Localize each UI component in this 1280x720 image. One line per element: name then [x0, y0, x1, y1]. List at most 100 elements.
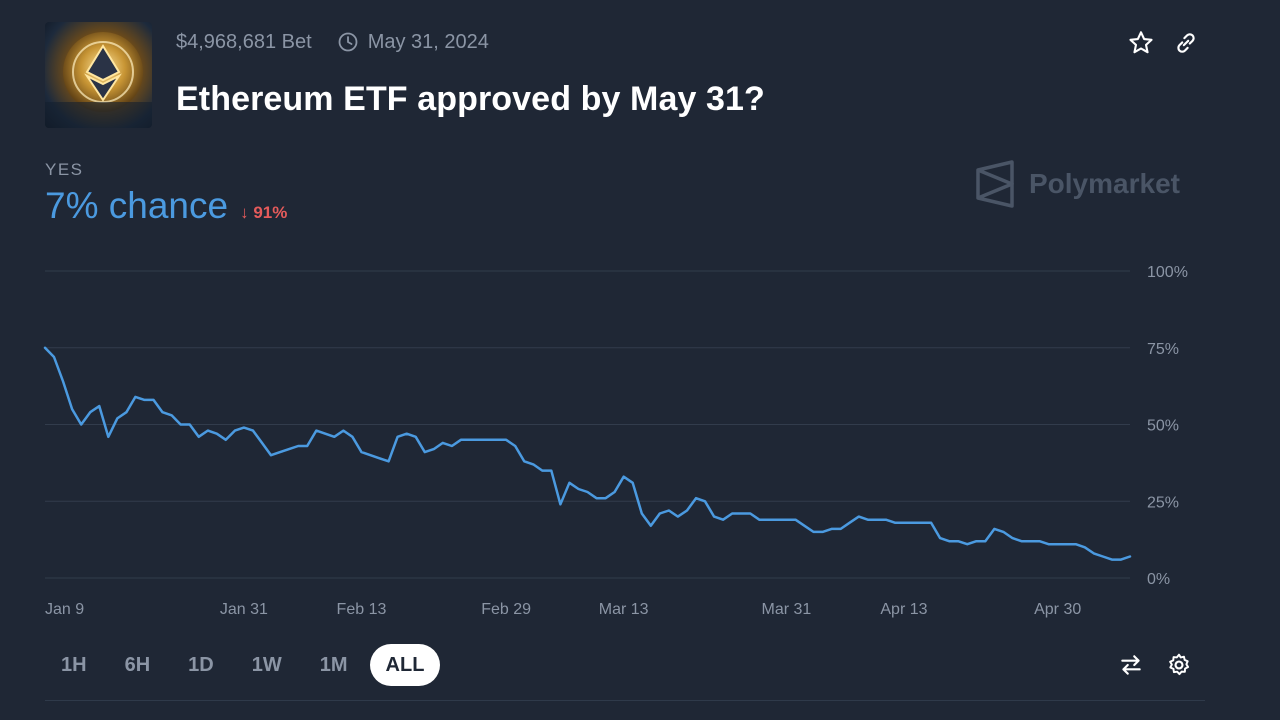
data-point[interactable] [105, 434, 111, 440]
data-point[interactable] [865, 517, 871, 523]
data-point[interactable] [1073, 541, 1079, 547]
data-point[interactable] [1046, 541, 1052, 547]
data-point[interactable] [476, 437, 482, 443]
data-point[interactable] [286, 446, 292, 452]
data-point[interactable] [621, 474, 627, 480]
data-point[interactable] [548, 468, 554, 474]
data-point[interactable] [1037, 538, 1043, 544]
data-point[interactable] [250, 428, 256, 434]
data-point[interactable] [458, 437, 464, 443]
data-point[interactable] [241, 425, 247, 431]
range-6h[interactable]: 6H [124, 653, 151, 676]
data-point[interactable] [160, 409, 166, 415]
data-point[interactable] [964, 541, 970, 547]
data-point[interactable] [829, 526, 835, 532]
data-point[interactable] [1127, 554, 1133, 560]
data-point[interactable] [187, 422, 193, 428]
data-point[interactable] [765, 517, 771, 523]
data-point[interactable] [87, 409, 93, 415]
data-point[interactable] [1118, 557, 1124, 563]
data-point[interactable] [648, 523, 654, 529]
data-point[interactable] [892, 520, 898, 526]
data-point[interactable] [60, 379, 66, 385]
gear-icon[interactable] [1164, 650, 1194, 680]
data-point[interactable] [756, 517, 762, 523]
data-point[interactable] [566, 480, 572, 486]
data-point[interactable] [612, 489, 618, 495]
data-point[interactable] [630, 480, 636, 486]
data-point[interactable] [919, 520, 925, 526]
data-point[interactable] [214, 431, 220, 437]
data-point[interactable] [720, 517, 726, 523]
data-point[interactable] [313, 428, 319, 434]
data-point[interactable] [928, 520, 934, 526]
data-point[interactable] [693, 495, 699, 501]
data-point[interactable] [874, 517, 880, 523]
data-point[interactable] [413, 434, 419, 440]
data-point[interactable] [1028, 538, 1034, 544]
data-point[interactable] [440, 440, 446, 446]
range-1d[interactable]: 1D [188, 653, 214, 676]
range-1h[interactable]: 1H [61, 653, 87, 676]
data-point[interactable] [114, 415, 120, 421]
data-point[interactable] [322, 431, 328, 437]
data-point[interactable] [142, 397, 148, 403]
data-point[interactable] [820, 529, 826, 535]
data-point[interactable] [883, 517, 889, 523]
data-point[interactable] [395, 434, 401, 440]
data-point[interactable] [521, 458, 527, 464]
data-point[interactable] [1000, 529, 1006, 535]
data-point[interactable] [132, 394, 138, 400]
data-point[interactable] [232, 428, 238, 434]
data-point[interactable] [295, 443, 301, 449]
data-point[interactable] [467, 437, 473, 443]
data-point[interactable] [793, 517, 799, 523]
data-point[interactable] [684, 508, 690, 514]
data-point[interactable] [277, 449, 283, 455]
data-point[interactable] [359, 449, 365, 455]
data-point[interactable] [349, 434, 355, 440]
data-point[interactable] [603, 495, 609, 501]
data-point[interactable] [973, 538, 979, 544]
data-point[interactable] [494, 437, 500, 443]
data-point[interactable] [982, 538, 988, 544]
data-point[interactable] [178, 422, 184, 428]
data-point[interactable] [1091, 550, 1097, 556]
data-point[interactable] [169, 412, 175, 418]
data-point[interactable] [1064, 541, 1070, 547]
data-point[interactable] [223, 437, 229, 443]
data-point[interactable] [96, 403, 102, 409]
data-point[interactable] [729, 511, 735, 517]
link-icon[interactable] [1171, 28, 1201, 58]
data-point[interactable] [449, 443, 455, 449]
data-point[interactable] [42, 345, 48, 351]
data-point[interactable] [747, 511, 753, 517]
data-point[interactable] [802, 523, 808, 529]
data-point[interactable] [431, 446, 437, 452]
star-icon[interactable] [1126, 28, 1156, 58]
data-point[interactable] [1019, 538, 1025, 544]
data-point[interactable] [377, 455, 383, 461]
data-point[interactable] [594, 495, 600, 501]
data-point[interactable] [639, 511, 645, 517]
data-point[interactable] [783, 517, 789, 523]
data-point[interactable] [991, 526, 997, 532]
data-point[interactable] [368, 452, 374, 458]
data-point[interactable] [576, 486, 582, 492]
data-point[interactable] [196, 434, 202, 440]
data-point[interactable] [946, 538, 952, 544]
data-point[interactable] [811, 529, 817, 535]
data-point[interactable] [386, 458, 392, 464]
data-point[interactable] [539, 468, 545, 474]
range-all[interactable]: ALL [369, 644, 441, 686]
data-point[interactable] [340, 428, 346, 434]
range-1m[interactable]: 1M [319, 653, 348, 676]
data-point[interactable] [702, 498, 708, 504]
data-point[interactable] [331, 434, 337, 440]
data-point[interactable] [838, 526, 844, 532]
data-point[interactable] [937, 535, 943, 541]
data-point[interactable] [78, 422, 84, 428]
data-point[interactable] [856, 514, 862, 520]
data-point[interactable] [51, 354, 57, 360]
data-point[interactable] [268, 452, 274, 458]
